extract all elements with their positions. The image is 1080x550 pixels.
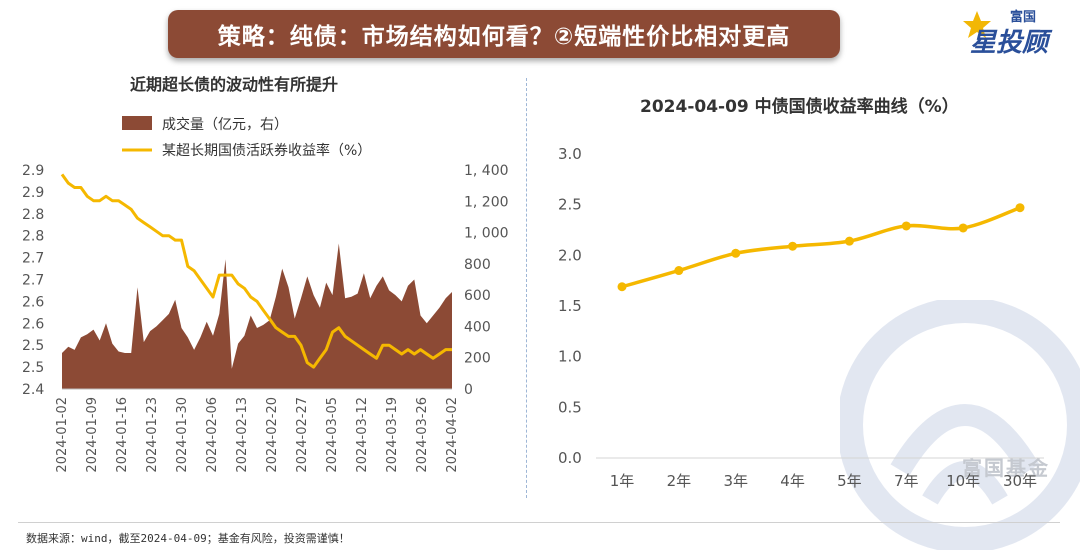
yield-curve-point bbox=[617, 282, 627, 292]
x-tick-label: 2024-01-16 bbox=[115, 397, 130, 473]
x-tick-label: 2024-03-12 bbox=[355, 397, 370, 473]
yield-curve-point bbox=[731, 248, 741, 258]
left-y-tick-label: 2.6 bbox=[22, 316, 44, 332]
right-y-tick-label: 400 bbox=[464, 319, 491, 335]
yield-curve-point bbox=[674, 266, 684, 276]
page-title: 策略：纯债：市场结构如何看？②短端性价比相对更高 bbox=[217, 24, 791, 50]
y-tick-label: 0.5 bbox=[558, 398, 582, 416]
left-y-tick-label: 2.4 bbox=[22, 382, 44, 398]
left-y-tick-label: 2.9 bbox=[22, 163, 44, 179]
x-tick-label: 10年 bbox=[946, 472, 980, 490]
left-y-tick-label: 2.5 bbox=[22, 360, 44, 376]
y-tick-label: 0.0 bbox=[558, 449, 582, 467]
left-chart-title: 近期超长债的波动性有所提升 bbox=[130, 75, 338, 94]
x-tick-label: 2024-03-05 bbox=[325, 397, 340, 473]
x-tick-label: 3年 bbox=[723, 472, 748, 490]
x-tick-label: 2024-03-19 bbox=[385, 397, 400, 473]
left-chart: 近期超长债的波动性有所提升 成交量（亿元，右） 某超长期国债活跃券收益率（%） … bbox=[22, 75, 509, 473]
left-y-tick-label: 2.7 bbox=[22, 251, 44, 267]
x-tick-label: 2024-01-09 bbox=[85, 397, 100, 473]
y-tick-label: 3.0 bbox=[558, 145, 582, 163]
left-y-tick-label: 2.9 bbox=[22, 185, 44, 201]
yield-line-series bbox=[60, 173, 452, 369]
x-tick-label: 2024-04-02 bbox=[445, 397, 460, 473]
left-y-tick-label: 2.7 bbox=[22, 273, 44, 289]
logo-top-text: 富国 bbox=[1010, 10, 1037, 25]
watermark-emblem-icon bbox=[840, 300, 1080, 550]
yield-curve-point bbox=[901, 221, 911, 231]
yield-curve-point bbox=[844, 236, 854, 246]
x-tick-label: 2年 bbox=[667, 472, 692, 490]
yield-curve-point bbox=[958, 223, 968, 233]
y-tick-label: 1.0 bbox=[558, 348, 582, 366]
left-y-tick-label: 2.8 bbox=[22, 207, 44, 223]
volume-area-series bbox=[62, 243, 452, 389]
panel-divider bbox=[526, 78, 527, 498]
x-tick-label: 2024-01-02 bbox=[55, 397, 70, 473]
yield-curve-line bbox=[621, 206, 1021, 289]
watermark-text: 富国基金 bbox=[962, 456, 1050, 480]
brand-logo: 富国 星投顾 bbox=[962, 4, 1072, 58]
right-y-tick-label: 800 bbox=[464, 257, 491, 273]
x-tick-label: 2024-02-27 bbox=[295, 397, 310, 473]
footer-source: 数据来源：wind，截至2024-04-09；基金有风险，投资需谨慎！ bbox=[26, 532, 350, 545]
right-plot-area: 0.0 0.5 1.0 1.5 2.0 2.5 3.0 1年 2年 3年 4年 5年 7年 10年 30年 bbox=[558, 145, 1044, 490]
right-y-tick-label: 1, 200 bbox=[464, 194, 509, 210]
x-tick-label: 7年 bbox=[894, 472, 919, 490]
right-y-tick-label: 0 bbox=[464, 382, 473, 398]
x-tick-label: 2024-02-13 bbox=[235, 397, 250, 473]
x-tick-label: 2024-02-06 bbox=[205, 397, 220, 473]
legend-label-volume: 成交量（亿元，右） bbox=[162, 116, 288, 133]
x-tick-label: 2024-03-26 bbox=[415, 397, 430, 473]
star-icon bbox=[963, 11, 991, 38]
x-tick-label: 2024-02-20 bbox=[265, 397, 280, 473]
legend-label-yield: 某超长期国债活跃券收益率（%） bbox=[162, 142, 371, 159]
y-tick-label: 2.0 bbox=[558, 246, 582, 264]
right-y-tick-label: 1, 400 bbox=[464, 163, 509, 179]
right-chart: 2024-04-09 中债国债收益率曲线（%） 0.0 0.5 1.0 1.5 2.0 2… bbox=[558, 96, 1044, 490]
left-y-tick-label: 2.6 bbox=[22, 294, 44, 310]
right-y-tick-label: 600 bbox=[464, 288, 491, 304]
x-tick-label: 4年 bbox=[780, 472, 805, 490]
left-y-tick-label: 2.8 bbox=[22, 229, 44, 245]
page-title-banner: 策略：纯债：市场结构如何看？②短端性价比相对更高 bbox=[168, 10, 840, 58]
yield-curve-point bbox=[1015, 203, 1025, 213]
logo-main-text: 星投顾 bbox=[970, 28, 1049, 58]
left-y-tick-label: 2.5 bbox=[22, 338, 44, 354]
yield-curve-point bbox=[788, 241, 798, 251]
right-y-tick-label: 200 bbox=[464, 351, 491, 367]
y-tick-label: 2.5 bbox=[558, 196, 582, 214]
x-tick-label: 2024-01-30 bbox=[175, 397, 190, 473]
x-tick-label: 30年 bbox=[1003, 472, 1037, 490]
x-tick-label: 2024-01-23 bbox=[145, 397, 160, 473]
x-tick-label: 1年 bbox=[610, 472, 635, 490]
legend-swatch-volume bbox=[122, 116, 152, 130]
left-plot-area: 2.4 2.5 2.5 2.6 2.6 2.7 2.7 2.8 2.8 2.9 2.9 0 200 400… bbox=[22, 163, 509, 473]
x-tick-label: 5年 bbox=[837, 472, 862, 490]
right-y-tick-label: 1, 000 bbox=[464, 226, 509, 242]
y-tick-label: 1.5 bbox=[558, 297, 582, 315]
footer-divider bbox=[18, 522, 1060, 523]
right-chart-title: 2024-04-09 中债国债收益率曲线（%） bbox=[640, 96, 959, 117]
